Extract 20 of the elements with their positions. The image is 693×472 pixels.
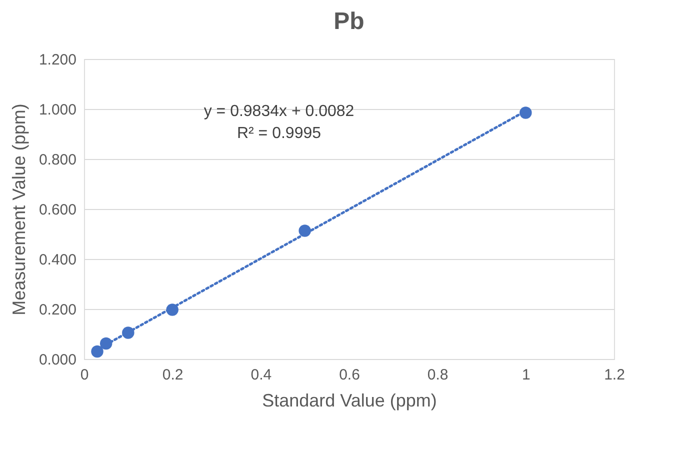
y-tick-label: 0.000 [38,352,76,368]
y-axis-title: Measurement Value (ppm) [8,104,29,316]
x-tick-label: 0.4 [250,366,272,384]
x-tick-label: 0.2 [162,366,184,384]
x-tick-label: 0 [80,366,89,384]
y-tick-label: 0.200 [38,302,76,318]
chart-title: Pb [334,8,364,35]
y-tick-label: 1.200 [38,52,76,68]
y-tick-label: 0.600 [38,202,76,218]
point [91,345,104,358]
y-tick-label: 0.800 [38,152,76,168]
y-tick-label: 0.400 [38,252,76,268]
x-tick-label: 0.6 [339,366,360,384]
annotation: y = 0.9834x + 0.0082 [204,103,354,120]
x-tick-label: 1 [522,366,530,384]
y-tick-label: 1.000 [38,102,76,118]
x-tick-label: 1.2 [604,366,625,384]
annotation: R² = 0.9995 [236,125,322,142]
x-axis-title: Standard Value (ppm) [262,390,437,410]
x-tick-label: 0.8 [427,366,448,384]
